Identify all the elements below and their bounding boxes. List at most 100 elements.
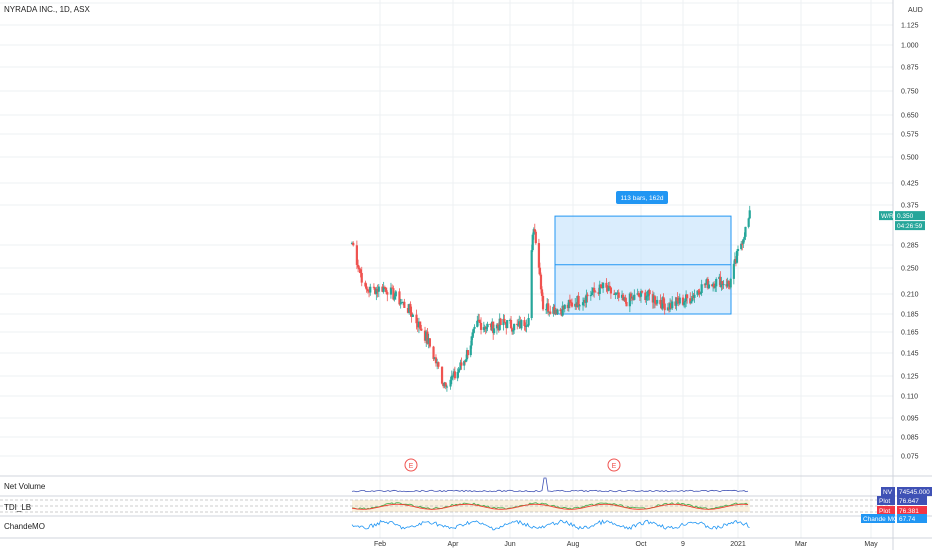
candle-body — [691, 295, 694, 302]
candle-body — [654, 303, 658, 305]
candle-body — [681, 297, 685, 305]
time-axis: Feb Apr Jun Aug Oct 9 2021 Mar May — [374, 541, 878, 548]
candle-body — [630, 296, 634, 299]
price-tick-label: 0.075 — [901, 454, 919, 461]
symbol-title[interactable]: NYRADA INC., 1D, ASX — [4, 5, 90, 14]
candle-body — [503, 318, 506, 323]
price-tick-label: 0.285 — [901, 243, 919, 250]
chande-pane-label[interactable]: ChandeMO — [4, 522, 45, 531]
measure-range[interactable]: 113 bars, 162d — [554, 191, 732, 315]
candle-body — [425, 331, 428, 341]
earnings-marker-label: E — [612, 463, 617, 470]
candle-body — [460, 362, 463, 366]
candle-body — [721, 281, 724, 285]
candle-body — [538, 267, 542, 275]
candle-body — [615, 293, 618, 295]
candle-body — [729, 278, 732, 288]
candle-body — [479, 322, 483, 330]
candle-body — [600, 286, 604, 289]
candle-body — [577, 295, 580, 306]
candle-body — [586, 294, 589, 297]
chande-mo-line — [351, 519, 750, 531]
candle-body — [559, 309, 562, 312]
candle-body — [453, 371, 456, 379]
candle-body — [748, 210, 751, 219]
indicator-panes — [0, 477, 893, 531]
candle-body — [526, 325, 529, 327]
price-tick-label: 1.125 — [901, 23, 919, 30]
candle-body — [470, 336, 473, 346]
candle-body — [393, 296, 396, 300]
candle-body — [357, 264, 360, 268]
candle-body — [607, 285, 610, 291]
candle-body — [653, 296, 657, 304]
candle-body — [403, 301, 406, 308]
candle-body — [533, 229, 536, 232]
candle-body — [639, 291, 643, 297]
candle-body — [434, 357, 438, 364]
time-tick-label: Oct — [636, 541, 647, 548]
candle-body — [601, 282, 605, 289]
countdown-badge-box — [895, 221, 925, 231]
price-tick-label: 0.750 — [901, 89, 919, 96]
time-tick-label: May — [864, 541, 878, 548]
candle-body — [449, 379, 452, 387]
candle-body — [578, 305, 581, 307]
candle-body — [364, 282, 367, 287]
candle-body — [486, 323, 489, 328]
candle-body — [504, 322, 507, 324]
candle-body — [440, 366, 444, 384]
earnings-marker-icon[interactable] — [404, 458, 418, 472]
candle-body — [365, 286, 368, 290]
candle-body — [389, 287, 393, 295]
chande-value-badge: 67.74 — [899, 516, 916, 523]
time-tick-label: Mar — [795, 541, 808, 548]
candle-body — [499, 318, 502, 326]
time-tick-label: Apr — [448, 541, 460, 548]
tdi-label1-badge-box — [877, 496, 895, 505]
candle-body — [736, 249, 740, 252]
price-tick-label: 0.210 — [901, 292, 919, 299]
candle-body — [509, 319, 513, 329]
candle-body — [476, 320, 479, 327]
candle-body — [534, 231, 537, 244]
tdi-pane-label[interactable]: TDI_LB — [4, 503, 31, 512]
candle-body — [678, 297, 681, 304]
candle-body — [451, 375, 455, 377]
candle-body — [442, 383, 445, 387]
candle-body — [376, 288, 379, 292]
candle-body — [581, 302, 585, 306]
candle-body — [697, 290, 700, 292]
candle-body — [690, 301, 693, 304]
candle-body — [359, 269, 362, 273]
candle-body — [624, 297, 627, 302]
candle-body — [671, 301, 674, 309]
candle-body — [478, 319, 481, 322]
net-volume-pane-label[interactable]: Net Volume — [4, 482, 46, 491]
price-tick-label: 0.650 — [901, 113, 919, 120]
candle-body — [625, 301, 628, 307]
candle-body — [402, 301, 405, 303]
candle-body — [713, 283, 716, 288]
candle-body — [623, 297, 626, 301]
candle-body — [584, 299, 587, 303]
earnings-marker-icon[interactable] — [607, 458, 621, 472]
candle-body — [645, 296, 648, 301]
price-tick-label: 0.085 — [901, 435, 919, 442]
candle-body — [591, 287, 595, 293]
candle-body — [471, 332, 474, 337]
net-volume-line — [351, 477, 749, 493]
candle-body — [675, 297, 678, 306]
price-tick-label: 0.425 — [901, 181, 919, 188]
candle-body — [408, 304, 411, 313]
candle-body — [606, 287, 609, 291]
price-tick-label: 0.165 — [901, 330, 919, 337]
candle-body — [693, 294, 696, 298]
candle-body — [532, 229, 535, 235]
candle-body — [411, 314, 414, 317]
candle-body — [355, 245, 358, 265]
price-tick-label: 0.575 — [901, 132, 919, 139]
candle-body — [420, 328, 423, 331]
candle-body — [646, 295, 649, 297]
axis-badges: W/R 0.350 04:26:59 NV 74545.000 Plot 76.647 Plo… — [861, 211, 932, 523]
